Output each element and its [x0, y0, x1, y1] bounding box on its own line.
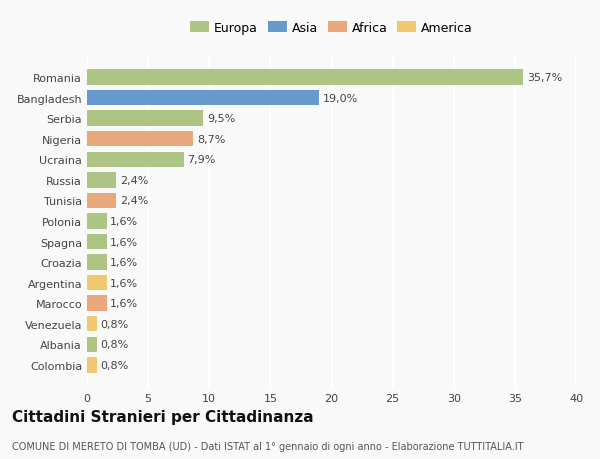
- Bar: [87, 173, 116, 188]
- Text: 0,8%: 0,8%: [100, 360, 128, 370]
- Bar: [87, 70, 523, 85]
- Bar: [87, 337, 97, 352]
- Text: COMUNE DI MERETO DI TOMBA (UD) - Dati ISTAT al 1° gennaio di ogni anno - Elabora: COMUNE DI MERETO DI TOMBA (UD) - Dati IS…: [12, 441, 523, 451]
- Bar: [87, 111, 203, 127]
- Text: 9,5%: 9,5%: [207, 114, 235, 124]
- Bar: [87, 255, 107, 270]
- Text: 0,8%: 0,8%: [100, 340, 128, 349]
- Bar: [87, 214, 107, 229]
- Text: 0,8%: 0,8%: [100, 319, 128, 329]
- Text: 1,6%: 1,6%: [110, 237, 139, 247]
- Bar: [87, 358, 97, 373]
- Bar: [87, 193, 116, 209]
- Text: 7,9%: 7,9%: [187, 155, 215, 165]
- Bar: [87, 234, 107, 250]
- Text: 19,0%: 19,0%: [323, 94, 358, 103]
- Text: 35,7%: 35,7%: [527, 73, 562, 83]
- Text: 1,6%: 1,6%: [110, 298, 139, 308]
- Bar: [87, 91, 319, 106]
- Bar: [87, 275, 107, 291]
- Bar: [87, 152, 184, 168]
- Text: 8,7%: 8,7%: [197, 134, 226, 145]
- Text: 2,4%: 2,4%: [120, 196, 148, 206]
- Text: 2,4%: 2,4%: [120, 175, 148, 185]
- Bar: [87, 316, 97, 332]
- Legend: Europa, Asia, Africa, America: Europa, Asia, Africa, America: [187, 18, 476, 39]
- Text: Cittadini Stranieri per Cittadinanza: Cittadini Stranieri per Cittadinanza: [12, 409, 314, 425]
- Text: 1,6%: 1,6%: [110, 217, 139, 226]
- Text: 1,6%: 1,6%: [110, 257, 139, 268]
- Bar: [87, 296, 107, 311]
- Bar: [87, 132, 193, 147]
- Text: 1,6%: 1,6%: [110, 278, 139, 288]
